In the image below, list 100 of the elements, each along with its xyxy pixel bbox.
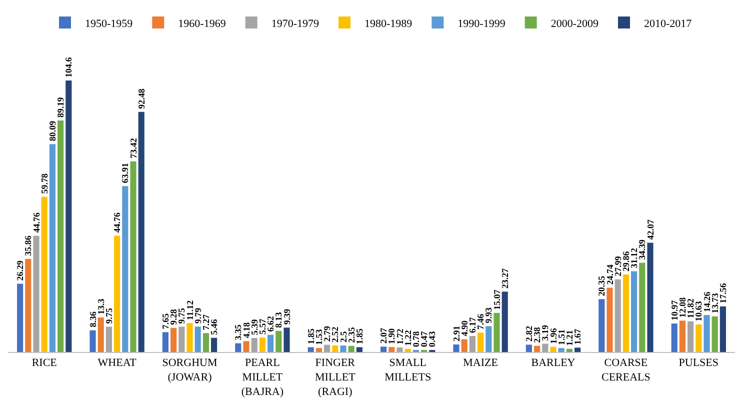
data-label: 9.75	[104, 307, 114, 324]
data-label: 13.73	[710, 292, 720, 314]
bar	[114, 236, 120, 352]
bar	[647, 242, 654, 352]
data-label: 24.74	[604, 264, 615, 285]
bar	[469, 336, 476, 352]
data-label: 23.27	[500, 268, 510, 289]
bar	[194, 326, 201, 352]
bar	[461, 339, 468, 352]
data-label: 9.79	[192, 307, 203, 324]
legend-label: 1990-1999	[458, 18, 506, 30]
legend-label: 1950-1959	[85, 18, 134, 30]
data-label: 26.29	[15, 260, 26, 281]
data-label: 2.38	[532, 326, 542, 343]
bar	[202, 333, 209, 352]
bar	[17, 284, 24, 352]
legend-label: 2000-2009	[550, 18, 599, 30]
bar	[25, 258, 32, 352]
bar	[574, 348, 581, 352]
data-label: 1.53	[314, 328, 324, 346]
data-label: 7.46	[476, 313, 486, 330]
bar	[308, 347, 314, 352]
data-label: 12.08	[677, 296, 688, 318]
data-label: 34.39	[637, 238, 648, 260]
data-label: 44.76	[31, 212, 42, 233]
bar	[66, 80, 72, 352]
bar	[614, 279, 621, 352]
bar	[606, 288, 613, 352]
bar	[178, 326, 185, 352]
data-label: 0.43	[427, 330, 438, 347]
data-label: 3.35	[233, 324, 244, 340]
bar	[243, 341, 250, 352]
data-label: 42.07	[645, 219, 656, 240]
bar	[41, 196, 48, 352]
bar	[316, 348, 322, 352]
data-label: 59.78	[39, 173, 50, 194]
data-label: 5.57	[257, 318, 268, 335]
bar	[622, 274, 629, 352]
bar	[332, 345, 338, 352]
bar	[679, 320, 686, 352]
data-label: 9.39	[282, 308, 292, 325]
bar	[526, 344, 532, 352]
legend-label: 1970-1979	[271, 18, 320, 30]
legend-label: 2010-2017	[644, 18, 692, 30]
bar	[251, 338, 258, 352]
bar	[162, 332, 168, 352]
data-label: 104.6	[64, 56, 74, 78]
data-label: 1.51	[556, 328, 566, 346]
bar	[688, 321, 694, 352]
data-label: 10.63	[694, 300, 704, 322]
bar	[639, 262, 646, 352]
bar	[631, 271, 638, 352]
data-label: 1.85	[354, 328, 364, 344]
bar	[598, 299, 605, 352]
data-label: 80.09	[47, 120, 58, 142]
data-label: 89.19	[56, 96, 66, 118]
data-label: 15.07	[492, 289, 502, 310]
data-label: 1.21	[564, 330, 574, 346]
data-label: 31.12	[629, 247, 640, 268]
bar	[340, 346, 346, 352]
bar	[58, 120, 64, 352]
data-label: 73.42	[128, 138, 138, 158]
bar	[276, 330, 282, 352]
bar	[534, 346, 540, 352]
bar	[396, 348, 403, 352]
data-label: 9.93	[484, 306, 494, 324]
data-label: 5.39	[249, 318, 260, 336]
data-label: 6.62	[266, 316, 276, 332]
data-label: 20.35	[596, 275, 607, 296]
bar	[324, 344, 330, 352]
data-label: 4.18	[241, 322, 252, 338]
bar	[558, 348, 564, 352]
bar	[138, 112, 144, 352]
bar	[566, 348, 572, 352]
bar	[356, 347, 362, 352]
x-tick-label: FINGER MILLET (RAGI)	[314, 357, 356, 398]
x-tick-label: RICE	[32, 357, 58, 370]
data-label: 10.97	[669, 300, 680, 321]
data-label: 2.35	[346, 326, 356, 343]
bar	[33, 236, 40, 352]
data-label: 2.52	[330, 326, 340, 342]
data-label: 8.36	[88, 311, 98, 328]
data-label: 35.86	[23, 235, 34, 256]
data-label: 2.07	[378, 327, 389, 344]
bar	[130, 161, 136, 352]
data-label: 1.96	[548, 328, 558, 344]
data-label: 5.46	[209, 318, 220, 335]
bar	[211, 338, 218, 352]
legend-label: 1960-1969	[178, 18, 226, 30]
bar	[49, 144, 56, 352]
data-label: 1.90	[386, 328, 397, 344]
bar	[98, 317, 104, 352]
data-label: 9.28	[168, 308, 179, 325]
data-label: 3.19	[540, 324, 550, 341]
bar	[502, 292, 508, 352]
bar	[380, 346, 387, 352]
x-tick-label: COARSE CEREALS	[601, 357, 650, 384]
bar	[478, 332, 484, 352]
bar	[404, 348, 411, 352]
bar	[170, 328, 177, 352]
